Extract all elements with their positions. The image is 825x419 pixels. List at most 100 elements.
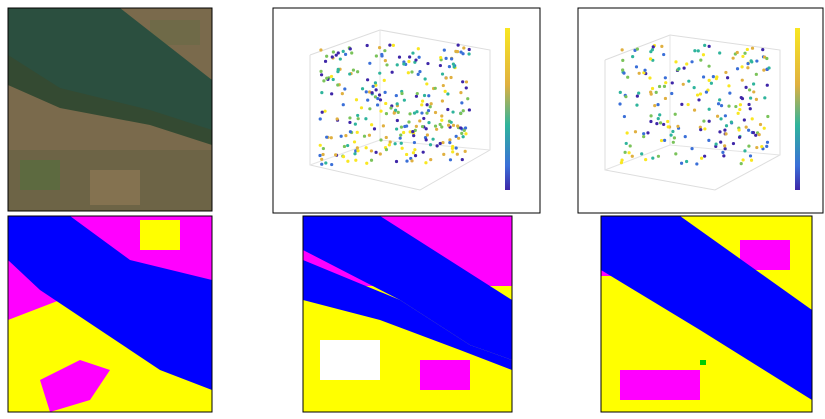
scatter-dot	[687, 103, 690, 106]
scatter-dot	[441, 141, 444, 144]
scatter-dot	[379, 138, 382, 141]
scatter-dot	[378, 93, 381, 96]
scatter-dot	[366, 78, 369, 81]
scatter-dot	[658, 85, 661, 88]
scatter-dot	[672, 141, 675, 144]
scatter-dot	[676, 125, 679, 128]
scatter-dot	[725, 124, 728, 127]
scatter-dot	[385, 148, 388, 151]
scatter-dot	[415, 95, 418, 98]
scatter-dot	[426, 62, 429, 65]
scatter-dot	[403, 99, 406, 102]
scatter-dot	[405, 153, 408, 156]
scatter-dot	[449, 76, 452, 79]
scatter-dot	[385, 136, 388, 139]
scatter-dot	[361, 87, 364, 90]
scatter-dot	[708, 79, 711, 82]
scatter-dot	[450, 57, 453, 60]
scatter-dot	[736, 51, 739, 54]
scatter-dot	[693, 49, 696, 52]
scatter-dot	[400, 142, 403, 145]
scatter-dot	[755, 146, 758, 149]
scatter-dot	[737, 112, 740, 115]
scatter-dot	[743, 52, 746, 55]
scatter-dot	[738, 136, 741, 139]
scatter-dot	[330, 163, 333, 166]
scatter-dot	[464, 150, 467, 153]
scatter-dot	[365, 162, 368, 165]
scatter-dot	[442, 84, 445, 87]
scatter-dot	[422, 151, 425, 154]
scatter-dot	[465, 86, 468, 89]
scatter-dot	[385, 112, 388, 115]
scatter-dot	[407, 120, 410, 123]
scatter-dot	[366, 99, 369, 102]
scatter-dot	[424, 77, 427, 80]
scatter-dot	[356, 149, 359, 152]
scatter-dot	[740, 65, 743, 68]
scatter-dot	[465, 80, 468, 83]
scatter-dot	[384, 59, 387, 62]
scatter-dot	[697, 98, 700, 101]
scatter-dot	[719, 141, 722, 144]
scatter-dot	[424, 161, 427, 164]
scatter-dot	[752, 90, 755, 93]
scatter-dot	[405, 159, 408, 162]
scatter-dot	[352, 68, 355, 71]
scatter-dot	[635, 65, 638, 68]
scatter-dot	[353, 140, 356, 143]
scatter-dot	[393, 111, 396, 114]
scatter-dot	[708, 108, 711, 111]
scatter-dot	[439, 64, 442, 67]
scatter-dot	[357, 117, 360, 120]
scatter-dot	[354, 123, 357, 126]
scatter-dot	[417, 73, 420, 76]
scatter-dot	[724, 132, 727, 135]
scatter-dot	[336, 83, 339, 86]
scatter-dot	[336, 117, 339, 120]
scatter-dot	[751, 117, 754, 120]
scatter-dot	[705, 91, 708, 94]
scatter-dot	[741, 55, 744, 58]
scatter-dot	[379, 110, 382, 113]
scatter-dot	[414, 58, 417, 61]
scatter-dot	[685, 62, 688, 65]
scatter-dot	[663, 85, 666, 88]
scatter-dot	[700, 157, 703, 160]
scatter-dot	[355, 98, 358, 101]
scatter-dot	[461, 158, 464, 161]
scatter-dot	[395, 94, 398, 97]
scatter-dot	[631, 55, 634, 58]
scatter-dot	[655, 91, 658, 94]
scatter-dot	[450, 121, 453, 124]
scatter-dot	[379, 152, 382, 155]
scatter-dot	[319, 70, 322, 73]
scatter-dot	[682, 83, 685, 86]
scatter-dot	[322, 147, 325, 150]
scatter-dot	[382, 124, 385, 127]
scatter-dot	[702, 53, 705, 56]
scatter-dot	[348, 116, 351, 119]
scatter-dot	[414, 154, 417, 157]
scatter-dot	[638, 72, 641, 75]
scatter-dot	[728, 92, 731, 95]
scatter-dot	[346, 160, 349, 163]
scatter-dot	[746, 48, 749, 51]
scatter-dot	[448, 138, 451, 141]
scatter-dot	[649, 120, 652, 123]
scatter-dot	[318, 154, 321, 157]
scatter-dot	[657, 117, 660, 120]
scatter-dot	[649, 57, 652, 60]
scatter-dot	[715, 142, 718, 145]
scatter-dot	[650, 93, 653, 96]
scatter-dot	[460, 132, 463, 135]
scatter-dot	[319, 48, 322, 51]
scatter-dot	[723, 144, 726, 147]
scatter-dot	[348, 121, 351, 124]
scatter-dot	[384, 102, 387, 105]
scatter-dot	[623, 115, 626, 118]
scatter-dot	[410, 70, 413, 73]
scatter-dot	[356, 114, 359, 117]
scatter-dot	[413, 111, 416, 114]
scatter-dot	[376, 103, 379, 106]
